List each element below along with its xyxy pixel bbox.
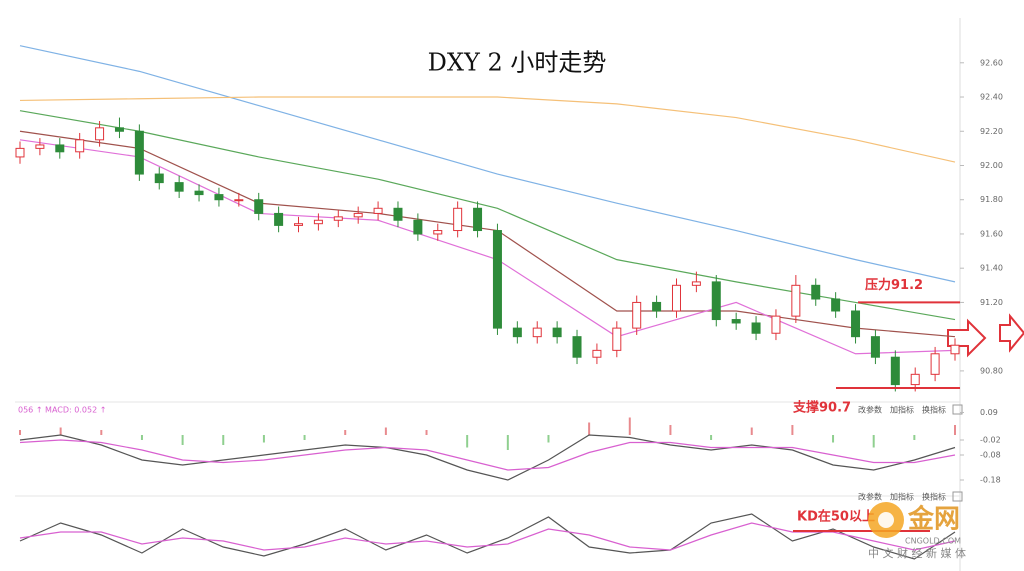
candle-body [174,182,184,192]
close-button[interactable] [952,491,963,502]
candle-body [612,327,622,351]
candle-body [353,212,363,218]
candle-body [652,301,662,312]
candle-body [274,212,284,226]
button[interactable]: 换指标 [922,492,946,502]
candle-body [134,130,144,175]
candle-body [473,207,483,232]
candle-body [234,199,244,202]
candle-body [811,284,821,300]
candle-body [632,301,642,329]
candle-body [890,356,900,386]
candle-body [492,230,502,329]
candle-body [572,336,582,358]
candle-body [75,139,85,153]
candle-body [413,219,423,235]
y-tick-label: 92.20 [980,127,1003,136]
slogan: 中 文 财 经 新 媒 体 [868,546,966,560]
button[interactable]: 换指标 [922,405,946,415]
candle-body [294,223,304,226]
chart-title: DXY 2 小时走势 [428,49,607,77]
candle-body [154,173,164,184]
annotation: 压力91.2 [865,277,923,293]
candle-body [214,194,224,201]
y-tick-label: 92.00 [980,161,1003,170]
macd-line [19,439,956,471]
candle-body [552,327,562,338]
candle-body [313,219,323,225]
candle-body [35,144,45,149]
candle-body [95,127,105,141]
candle-body [791,284,801,317]
candle-body [851,310,861,338]
y-tick-label: 91.60 [980,229,1003,238]
candle-body [433,230,443,235]
button[interactable]: 加指标 [890,405,914,415]
logo [878,512,894,528]
candle-body [950,344,960,355]
candle-body [512,327,522,338]
domain: CNGOLD.COM [905,537,961,546]
candle-body [532,327,542,338]
candle-body [751,322,761,334]
candle-body [831,298,841,312]
candle-body [711,281,721,321]
candle-body [254,199,264,214]
y-tick-label: -0.08 [980,451,1001,460]
candle-body [114,127,124,132]
y-tick-label: 91.20 [980,298,1003,307]
candle-body [373,207,383,214]
macd-header: 056 ↑ MACD: 0.052 ↑ [18,406,106,415]
brand: 金网 [907,504,960,535]
y-tick-label: 91.40 [980,264,1003,273]
candle-body [930,353,940,375]
button[interactable]: 改参数 [858,492,882,502]
candle-body [731,319,741,324]
ma-line [19,96,956,163]
y-tick-label: -0.18 [980,476,1001,485]
y-tick-label: 92.60 [980,58,1003,67]
y-tick-label: -0.02 [980,436,1001,445]
y-tick-label: 92.40 [980,93,1003,102]
candle-body [453,207,463,232]
y-tick-label: 90.80 [980,366,1003,375]
candle-body [671,284,681,312]
candle-body [870,336,880,358]
annotation: 支撑90.7 [792,400,851,416]
y-tick-label: 0.09 [980,408,998,417]
candle-body [15,147,25,158]
candle-body [393,207,403,221]
candle-body [333,216,343,221]
button[interactable]: 改参数 [858,405,882,415]
ma-line [19,45,956,283]
candle-body [55,144,65,153]
candle-body [771,315,781,334]
candle-body [194,190,204,196]
candle-body [592,349,602,358]
button[interactable]: 加指标 [890,492,914,502]
close-button[interactable] [952,404,963,415]
y-tick-label: 91.80 [980,195,1003,204]
annotation: KD在50以上 [797,509,875,525]
candle-body [910,373,920,386]
watermark: 金网 CNGOLD.COM 中 文 财 经 新 媒 体 [868,502,966,560]
candle-body [691,281,701,286]
macd-line [19,434,956,481]
arrow [999,313,1024,353]
